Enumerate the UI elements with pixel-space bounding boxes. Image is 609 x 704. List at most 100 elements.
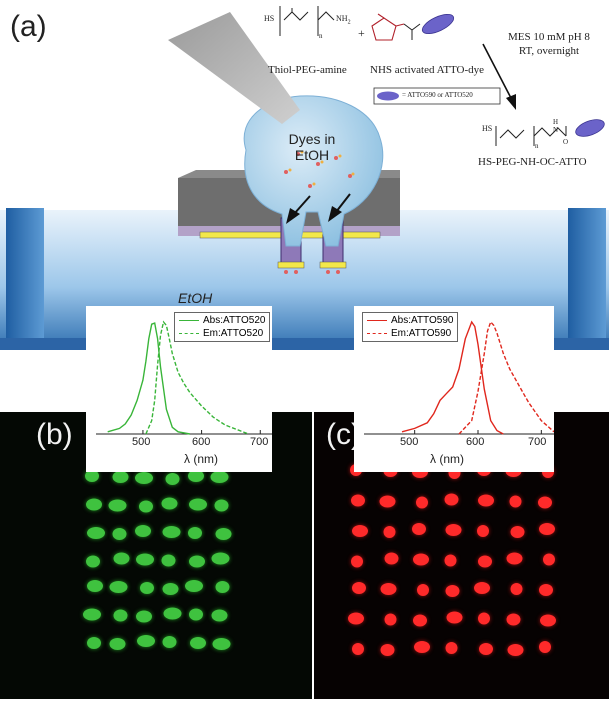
fluorescent-spot [538,496,552,509]
fluorescent-spot [189,555,205,568]
fluorescent-spot [162,526,181,538]
fluorescent-spot [478,494,494,507]
reactant1-subscript: 2 [347,19,351,26]
fluorescent-spot [135,472,153,484]
product-o-atom: O [563,138,569,146]
fluorescent-spot [383,526,396,538]
etoh-label: EtOH [178,290,213,306]
fluorescent-spot [113,609,128,622]
dyes-label-line2: EtOH [294,147,330,163]
legend-label: Abs:ATTO520 [203,315,266,326]
fluorescent-spot [109,581,128,593]
fluorescent-spot [380,644,395,656]
product-n-atom: N [553,126,559,134]
plus-sign: + [358,26,365,40]
fluorescent-spot [348,612,364,625]
panel-label-b: (b) [36,418,73,451]
dye-legend-text: = ATTO590 or ATTO520 [402,91,473,99]
fluorescent-spot [211,552,230,565]
fluorescent-spot [477,525,489,537]
spectrum-chart-red: Abs:ATTO590 Em:ATTO590 500 600 700 λ (nm… [354,306,555,472]
fluorescent-spot [446,611,463,624]
x-tick: 600 [466,436,485,448]
legend-label: Em:ATTO520 [203,328,264,339]
spectrum-chart-green: Abs:ATTO520 Em:ATTO520 500 600 700 λ (nm… [86,306,272,472]
x-axis-label: λ (nm) [184,452,218,466]
dyes-label-line1: Dyes in [288,131,336,147]
spectrum-plot-green [96,320,272,435]
series-line-abs-atto520 [107,322,191,435]
fluorescent-spot [214,499,229,512]
fluorescent-spot [412,523,426,535]
fluorescent-spot [161,554,176,567]
fluorescent-spot [445,585,460,597]
fluorescent-spot [135,525,151,537]
fluorescent-spot [162,636,177,648]
fluorescent-spot [137,635,155,647]
fluorescent-spot [445,524,462,536]
fluorescent-spot [85,470,99,482]
series-line-em-atto590 [458,320,555,435]
legend-green: Abs:ATTO520 Em:ATTO520 [174,312,271,342]
panel-label-a: (a) [10,10,47,43]
legend-red: Abs:ATTO590 Em:ATTO590 [362,312,459,342]
fluorescent-spot [136,553,154,566]
reactant1-name: Thiol-PEG-amine [268,64,347,76]
x-axis-label: λ (nm) [430,452,464,466]
fluorescent-spot [87,527,105,539]
fluorescent-spot [352,525,368,537]
legend-label: Em:ATTO590 [391,328,452,339]
fluorescent-spot [185,580,203,592]
fluorescent-spot [509,495,522,508]
pipette-tip [168,12,300,124]
nhs-ester-structure [371,13,405,41]
conditions-line2: RT, overnight [518,45,580,57]
reactant1-n: n [319,32,323,40]
fluorescent-spot [140,582,154,594]
reactant1-nh: NH [336,14,348,23]
fluorescent-spot [444,554,457,567]
green-dot-array [83,470,232,650]
reaction-arrow [482,43,513,101]
dye-legend-box [373,87,501,105]
fluorescent-spot [83,608,101,621]
fluorescent-spot [414,641,430,653]
fluorescent-spot [417,584,429,596]
legend-entry: Abs:ATTO590 [367,314,453,327]
fluorescent-spot [543,553,555,566]
x-tick: 600 [192,436,211,448]
x-tick: 500 [400,436,419,448]
fluorescent-spot [190,637,206,649]
fluorescent-spot [86,555,100,568]
product-n: n [535,142,539,150]
fluorescent-spot [479,643,493,655]
fluorescent-spot [352,643,364,655]
fluorescent-spot [188,470,204,482]
x-tick: 700 [528,436,547,448]
fluorescent-spot [163,607,182,620]
product-structure [495,126,567,146]
fluorescent-spot [413,553,429,566]
panel-divider [312,412,314,699]
fluorescent-spot [108,499,127,512]
product-name: HS-PEG-NH-OC-ATTO [478,156,587,168]
fluorescent-spot [211,609,228,622]
fluorescent-spot [444,493,459,506]
fluorescent-spot [86,498,102,511]
reactant2-name: NHS activated ATTO-dye [370,64,485,76]
fluorescent-spot [215,581,230,593]
series-line-em-atto520 [145,320,249,435]
fluorescent-spot [474,582,490,594]
fluorescent-spot [113,552,130,565]
fluorescent-spot [384,552,399,565]
flow-arrows [286,193,351,224]
fluorescent-spot [445,642,458,654]
fluorescent-spot [478,612,490,625]
fluorescent-spot [161,497,178,510]
fluorescent-spot [351,494,365,507]
fluorescent-spot [112,471,129,483]
fluorescent-spot [507,644,524,656]
fluorescent-spot [109,638,126,650]
fluorescent-spot [380,583,397,595]
x-tick: 500 [132,436,151,448]
